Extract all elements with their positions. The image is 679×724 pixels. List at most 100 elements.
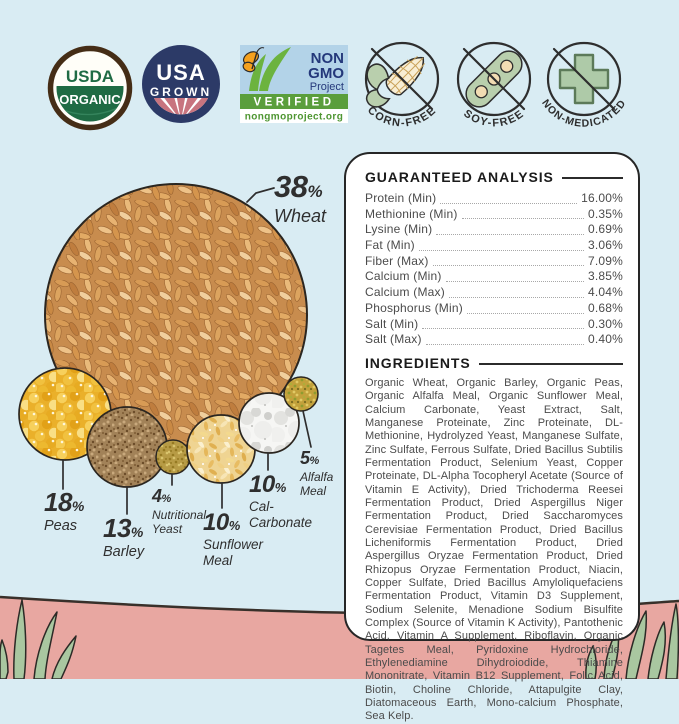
sunflower-meal-percentage-label: 10% Sunflower Meal — [203, 510, 279, 568]
nutritional-yeast-percent: 4 — [152, 486, 162, 506]
info-panel: GUARANTEED ANALYSIS Protein (Min) 16.00% … — [344, 152, 640, 722]
usda-label-top: USDA — [66, 67, 114, 86]
grass-left — [0, 599, 77, 679]
guaranteed-analysis-heading: GUARANTEED ANALYSIS — [365, 169, 623, 185]
guaranteed-analysis-table: Protein (Min) 16.00% Methionine (Min) 0.35… — [365, 191, 623, 348]
wheat-percent: 38 — [274, 169, 308, 204]
analysis-value: 0.30% — [587, 316, 623, 331]
analysis-row: Calcium (Max) 4.04% — [365, 285, 623, 301]
barley-photo-circle — [86, 406, 168, 488]
scene-graphics: USDA ORGANIC USA GROWN — [0, 41, 679, 679]
grass-right — [585, 603, 679, 679]
non-gmo-word1: NON — [311, 50, 344, 67]
usa-grown-badge: USA GROWN — [142, 45, 220, 123]
barley-percentage-label: 13% Barley — [103, 513, 145, 561]
analysis-label: Phosphorus (Min) — [365, 300, 463, 315]
alfalfa-meal-name: Alfalfa Meal — [300, 469, 334, 498]
peas-name: Peas — [44, 518, 78, 535]
alfalfa-meal-percent: 5 — [300, 448, 310, 468]
non-gmo-word2: GMO — [308, 65, 344, 82]
dot-leader — [466, 312, 584, 314]
svg-text:CORN-FREE: CORN-FREE — [365, 104, 439, 129]
peas-percent: 18 — [44, 487, 72, 517]
cal-carbonate-name: Cal-Carbonate — [249, 499, 313, 530]
analysis-label: Fiber (Max) — [365, 253, 429, 268]
analysis-value: 0.69% — [587, 222, 623, 237]
analysis-value: 16.00% — [581, 191, 623, 205]
dot-leader — [422, 328, 584, 330]
non-gmo-check-icon — [249, 47, 291, 91]
usa-grown-label-top: USA — [156, 60, 205, 85]
analysis-label: Methionine (Min) — [365, 206, 458, 221]
analysis-value: 3.06% — [587, 238, 623, 253]
leader-lines — [62, 187, 312, 515]
analysis-row: Salt (Max) 0.40% — [365, 332, 623, 348]
analysis-value: 0.35% — [587, 206, 623, 221]
analysis-label: Lysine (Min) — [365, 222, 433, 237]
usda-organic-badge: USDA ORGANIC — [47, 45, 133, 131]
ingredients-text: Organic Wheat, Organic Barley, Organic P… — [365, 376, 623, 723]
non-gmo-verified-badge: NON GMO Project VERIFIED nongmoproject.o… — [240, 45, 348, 123]
butterfly-icon — [242, 47, 265, 73]
ingredients-title: INGREDIENTS — [365, 354, 471, 371]
non-gmo-word3: Project — [310, 81, 344, 93]
analysis-row: Methionine (Min) 0.35% — [365, 207, 623, 223]
analysis-row: Salt (Min) 0.30% — [365, 317, 623, 333]
dot-leader — [461, 218, 584, 220]
sunflower-meal-name: Sunflower Meal — [203, 537, 264, 568]
corn-free-icon: CORN-FREE — [364, 41, 440, 130]
heading-rule — [561, 177, 623, 179]
analysis-value: 7.09% — [587, 253, 623, 268]
dot-leader — [445, 281, 584, 283]
dot-leader — [418, 249, 584, 251]
dot-leader — [440, 202, 578, 204]
analysis-row: Fat (Min) 3.06% — [365, 238, 623, 254]
analysis-label: Salt (Max) — [365, 332, 422, 347]
dot-leader — [432, 265, 584, 267]
analysis-label: Calcium (Max) — [365, 285, 445, 300]
analysis-value: 0.40% — [587, 332, 623, 347]
non-gmo-verified-label: VERIFIED — [253, 97, 334, 109]
usa-grown-label-bottom: GROWN — [150, 85, 212, 99]
analysis-label: Fat (Min) — [365, 238, 415, 253]
analysis-row: Phosphorus (Min) 0.68% — [365, 301, 623, 317]
non-medicated-icon: NON-MEDICATED — [539, 41, 628, 130]
analysis-row: Fiber (Max) 7.09% — [365, 254, 623, 270]
cal-carbonate-photo-circle — [238, 392, 300, 454]
nutritional-yeast-photo-circle — [155, 439, 191, 475]
analysis-row: Lysine (Min) 0.69% — [365, 222, 623, 238]
nutritional-yeast-name: Nutritional Yeast — [152, 507, 207, 536]
corn-free-label: CORN-FREE — [365, 104, 438, 129]
barley-percent: 13 — [103, 513, 131, 543]
wheat-percentage-label: 38% Wheat — [274, 169, 327, 226]
analysis-label: Salt (Min) — [365, 316, 419, 331]
strike-line — [552, 47, 616, 111]
analysis-value: 4.04% — [587, 285, 623, 300]
cal-carbonate-percentage-label: 10% Cal-Carbonate — [249, 472, 333, 530]
non-gmo-url: nongmoproject.org — [245, 112, 343, 123]
peas-percentage-label: 18% Peas — [44, 487, 85, 535]
sunflower-meal-percent: 10 — [203, 509, 229, 536]
dot-leader — [448, 296, 584, 298]
ingredients-heading: INGREDIENTS — [365, 355, 623, 371]
soy-free-icon: SOY-FREE — [456, 41, 532, 130]
product-infographic: USDA ORGANIC USA GROWN — [0, 41, 679, 722]
alfalfa-meal-percentage-label: 5% Alfalfa Meal — [300, 449, 352, 498]
soy-free-label: SOY-FREE — [461, 108, 525, 130]
dot-leader — [436, 234, 584, 236]
cal-carbonate-percent: 10 — [249, 471, 275, 498]
analysis-value: 3.85% — [587, 269, 623, 284]
usda-label-bottom: ORGANIC — [59, 92, 121, 107]
svg-text:SOY-FREE: SOY-FREE — [461, 108, 526, 130]
analysis-label: Protein (Min) — [365, 191, 437, 205]
heading-rule — [478, 362, 623, 365]
wheat-name: Wheat — [274, 205, 327, 226]
barley-name: Barley — [103, 544, 145, 561]
strike-line — [370, 47, 434, 111]
dot-leader — [425, 343, 584, 345]
alfalfa-meal-photo-circle — [283, 376, 319, 412]
nutritional-yeast-percentage-label: 4% Nutritional Yeast — [152, 487, 214, 536]
analysis-row: Calcium (Min) 3.85% — [365, 269, 623, 285]
guaranteed-analysis-title: GUARANTEED ANALYSIS — [365, 169, 554, 185]
analysis-row: Protein (Min) 16.00% — [365, 191, 623, 207]
